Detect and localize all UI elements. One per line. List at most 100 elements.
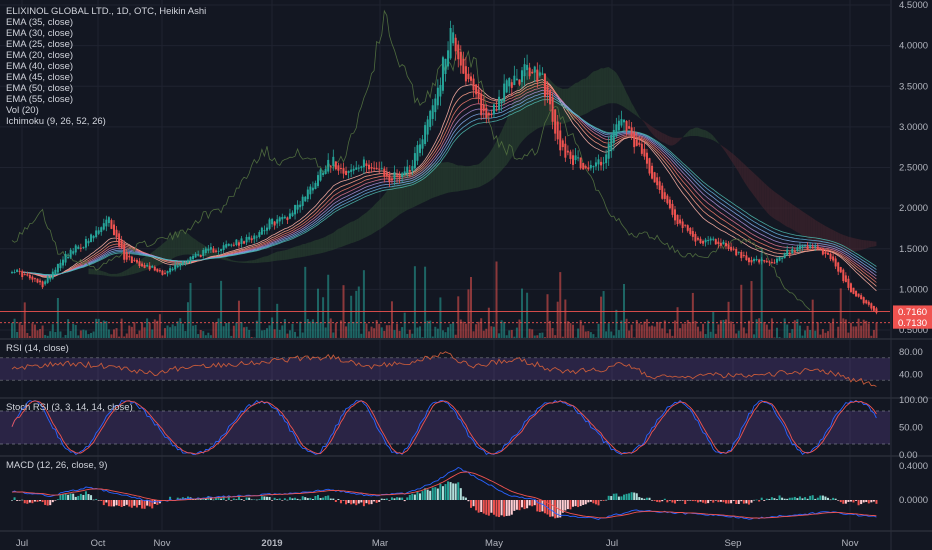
volume-bar [602, 291, 605, 338]
price-lines [0, 311, 890, 324]
candle-body [266, 227, 268, 231]
candle-body [857, 293, 860, 297]
volume-bar [546, 294, 549, 338]
volume-bar [852, 326, 855, 338]
study-ema-45[interactable]: EMA (45, close) [6, 72, 74, 83]
volume-bar [447, 327, 450, 338]
macd-histogram-bar [110, 500, 113, 507]
candle-body [732, 248, 735, 250]
candle-body [564, 143, 567, 158]
cloud-segment [274, 251, 278, 262]
cloud-segment [810, 216, 813, 242]
macd-histogram-bar [350, 500, 353, 505]
macd-histogram-bar [79, 493, 82, 500]
macd-label[interactable]: MACD (12, 26, close, 9) [6, 460, 108, 471]
candle-body [375, 167, 378, 170]
volume-bar [681, 323, 684, 338]
volume-bar [837, 326, 840, 338]
cloud-segment [187, 233, 191, 255]
macd-histogram-bar [834, 498, 837, 500]
study-volume[interactable]: Vol (20) [6, 105, 39, 116]
volume-bar [727, 301, 730, 338]
study-ema-35[interactable]: EMA (35, close) [6, 17, 74, 28]
cloud-segment [493, 140, 497, 178]
volume-bar [113, 329, 115, 338]
candle-body [360, 166, 363, 169]
macd-histogram-bar [133, 500, 136, 506]
macd-histogram-bar [130, 500, 133, 508]
volume-bar [712, 312, 715, 338]
signal-line [11, 471, 877, 519]
candle-body [572, 155, 574, 165]
volume-bar [44, 334, 47, 338]
volume-bar [207, 332, 210, 338]
macd-histogram-bar [661, 500, 664, 502]
volume-bar [186, 302, 189, 338]
study-ema-55[interactable]: EMA (55, close) [6, 94, 74, 105]
volume-bar [615, 309, 618, 338]
candle-body [113, 224, 115, 235]
volume-bar [419, 326, 421, 338]
macd-histogram-bar [704, 500, 707, 504]
volume-bar [821, 329, 824, 338]
cloud-segment [302, 243, 306, 257]
cloud-segment [522, 73, 525, 142]
candle-body [245, 236, 248, 243]
study-ema-20[interactable]: EMA (20, close) [6, 50, 74, 61]
stoch-rsi-label[interactable]: Stoch RSI (3, 3, 14, 14, close) [6, 402, 133, 413]
study-ema-30[interactable]: EMA (30, close) [6, 28, 74, 39]
cloud-segment [774, 191, 777, 221]
study-ema-25[interactable]: EMA (25, close) [6, 39, 74, 50]
study-ema-40[interactable]: EMA (40, close) [6, 61, 74, 72]
rsi-tick-label: 40.00 [899, 370, 923, 381]
volume-bar [243, 327, 246, 338]
volume-bar [742, 327, 745, 338]
macd-histogram-bar [531, 500, 534, 507]
macd-histogram-bar [253, 499, 256, 500]
price-tick-label: 4.0000 [899, 41, 928, 52]
candle-body [849, 283, 852, 293]
volume-bar [737, 330, 740, 338]
candle-body [301, 196, 304, 206]
volume-bar [156, 320, 159, 338]
volume-bar [661, 328, 664, 338]
volume-bar [457, 296, 460, 338]
volume-bar [31, 323, 34, 338]
cloud-segment [618, 77, 622, 106]
volume-bar [786, 324, 789, 338]
volume-bar [645, 319, 648, 338]
volume-bar [373, 328, 376, 338]
cloud-segment [646, 123, 650, 131]
candle-body [291, 212, 294, 217]
volume-bar [441, 330, 444, 338]
cloud-segment [616, 72, 619, 105]
candle-body [814, 245, 817, 248]
volume-bar [801, 335, 804, 338]
volume-bar [829, 322, 832, 338]
volume-bar [36, 330, 39, 338]
macd-histogram-bar [477, 500, 480, 513]
cloud-segment [442, 162, 446, 195]
macd-histogram-bar [508, 500, 511, 516]
cloud-segment [644, 121, 647, 127]
macd-histogram-bar [141, 500, 144, 509]
macd-histogram-bar [327, 495, 330, 500]
cloud-segment [111, 273, 114, 277]
macd-histogram-bar [33, 500, 36, 502]
rsi-label[interactable]: RSI (14, close) [6, 343, 69, 354]
macd-histogram-bar [454, 483, 457, 500]
candle-body [500, 99, 503, 104]
study-ema-50[interactable]: EMA (50, close) [6, 83, 74, 94]
macd-histogram-bar [742, 500, 745, 504]
macd-histogram-bar [635, 493, 638, 500]
cloud-segment [687, 129, 691, 137]
cloud-segment [233, 260, 237, 263]
macd-histogram-bar [87, 494, 90, 500]
study-ichimoku[interactable]: Ichimoku (9, 26, 52, 26) [6, 116, 106, 127]
macd-histogram-bar [390, 497, 393, 500]
candle-body [319, 169, 322, 181]
macd-tick-label: 0.0000 [899, 495, 928, 506]
macd-histogram-bar [528, 500, 531, 506]
volume-bar [135, 334, 138, 338]
volume-bar [332, 332, 335, 338]
